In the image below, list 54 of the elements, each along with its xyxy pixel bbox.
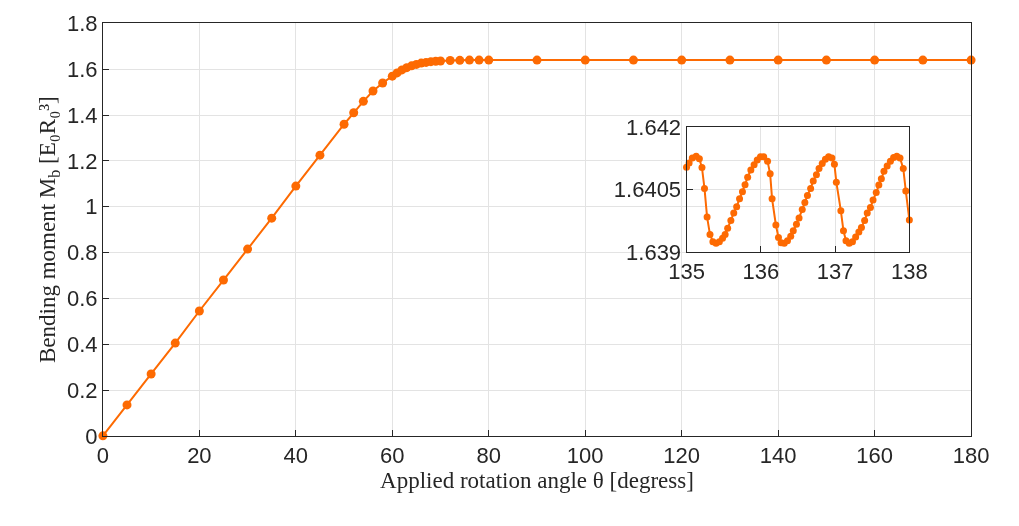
point bbox=[349, 108, 359, 118]
y-tick-label: 1 bbox=[85, 194, 98, 220]
y-tick-label: 1.8 bbox=[66, 11, 98, 37]
point bbox=[870, 55, 880, 65]
point bbox=[170, 338, 180, 348]
y-tick-label: 0.6 bbox=[66, 286, 98, 312]
point bbox=[267, 213, 277, 223]
point bbox=[455, 55, 465, 65]
y-tick-label: 0 bbox=[85, 423, 98, 449]
point bbox=[436, 56, 446, 66]
y-tick-label: 1.6405 bbox=[613, 177, 682, 203]
point bbox=[580, 55, 590, 65]
point bbox=[532, 55, 542, 65]
point bbox=[339, 119, 349, 129]
point bbox=[821, 55, 831, 65]
point bbox=[368, 86, 378, 96]
point bbox=[445, 56, 455, 66]
point bbox=[243, 244, 253, 254]
x-tick-label: 60 bbox=[380, 443, 405, 469]
y-tick-label: 0.2 bbox=[66, 377, 98, 403]
x-tick-label: 80 bbox=[476, 443, 501, 469]
point bbox=[378, 78, 388, 88]
x-tick-label: 136 bbox=[742, 259, 780, 285]
point bbox=[725, 55, 735, 65]
y-tick-label: 1.2 bbox=[66, 148, 98, 174]
point bbox=[146, 369, 156, 379]
x-tick-label: 138 bbox=[891, 259, 928, 285]
point bbox=[918, 55, 928, 65]
point bbox=[677, 55, 687, 65]
point bbox=[291, 181, 301, 191]
y-tick-label: 0.4 bbox=[66, 331, 98, 357]
x-tick-label: 160 bbox=[856, 443, 893, 469]
x-tick-label: 140 bbox=[759, 443, 797, 469]
point bbox=[474, 55, 484, 65]
point bbox=[628, 55, 638, 65]
x-tick-label: 120 bbox=[663, 443, 701, 469]
x-tick-label: 40 bbox=[283, 443, 309, 469]
point bbox=[194, 306, 204, 316]
point bbox=[218, 275, 228, 285]
x-axis-title: Applied rotation angle θ [degress] bbox=[380, 468, 694, 494]
point bbox=[773, 55, 783, 65]
point bbox=[315, 150, 325, 160]
y-tick-label: 0.8 bbox=[66, 240, 98, 266]
y-tick-label: 1.4 bbox=[66, 102, 98, 128]
x-tick-label: 100 bbox=[566, 443, 604, 469]
x-tick-label: 137 bbox=[816, 259, 854, 285]
point bbox=[464, 55, 474, 65]
x-tick-label: 180 bbox=[952, 443, 990, 469]
y-tick-label: 1.6 bbox=[66, 56, 98, 82]
x-tick-label: 20 bbox=[187, 443, 212, 469]
point bbox=[358, 96, 368, 106]
y-tick-label: 1.642 bbox=[626, 114, 682, 140]
point bbox=[484, 55, 494, 65]
point bbox=[122, 400, 132, 410]
